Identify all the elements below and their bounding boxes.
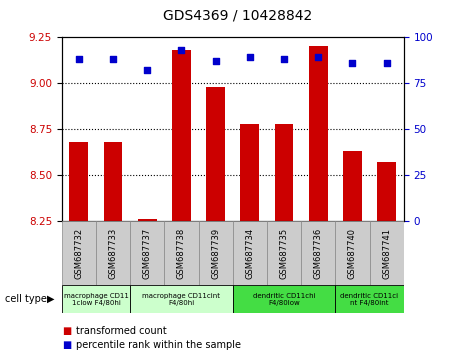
Text: GSM687734: GSM687734 bbox=[246, 228, 254, 279]
Bar bbox=[343, 151, 362, 221]
Bar bbox=[62, 221, 96, 285]
Bar bbox=[138, 219, 157, 221]
Text: GSM687735: GSM687735 bbox=[280, 228, 288, 279]
Point bbox=[314, 55, 322, 60]
Bar bbox=[335, 285, 404, 313]
Bar bbox=[69, 142, 88, 221]
Text: GSM687737: GSM687737 bbox=[143, 228, 152, 279]
Text: cell type: cell type bbox=[5, 294, 47, 304]
Point bbox=[246, 55, 254, 60]
Bar bbox=[199, 221, 233, 285]
Point bbox=[280, 56, 288, 62]
Text: dendritic CD11chi
F4/80low: dendritic CD11chi F4/80low bbox=[253, 293, 315, 306]
Bar bbox=[335, 221, 370, 285]
Text: GSM687741: GSM687741 bbox=[382, 228, 391, 279]
Point bbox=[349, 60, 356, 66]
Text: ▶: ▶ bbox=[47, 294, 55, 304]
Bar bbox=[267, 221, 301, 285]
Point bbox=[75, 56, 83, 62]
Bar bbox=[62, 285, 130, 313]
Point bbox=[383, 60, 390, 66]
Text: ■: ■ bbox=[62, 326, 71, 336]
Bar bbox=[233, 285, 335, 313]
Text: macrophage CD11cint
F4/80hi: macrophage CD11cint F4/80hi bbox=[142, 293, 220, 306]
Bar bbox=[164, 221, 199, 285]
Text: percentile rank within the sample: percentile rank within the sample bbox=[76, 340, 241, 350]
Text: GSM687736: GSM687736 bbox=[314, 228, 323, 279]
Text: GSM687739: GSM687739 bbox=[211, 228, 220, 279]
Text: GSM687732: GSM687732 bbox=[75, 228, 83, 279]
Bar bbox=[377, 162, 396, 221]
Bar bbox=[233, 221, 267, 285]
Bar bbox=[130, 285, 233, 313]
Bar bbox=[130, 221, 164, 285]
Text: GSM687740: GSM687740 bbox=[348, 228, 357, 279]
Text: dendritic CD11ci
nt F4/80int: dendritic CD11ci nt F4/80int bbox=[341, 293, 399, 306]
Text: transformed count: transformed count bbox=[76, 326, 167, 336]
Bar bbox=[96, 221, 130, 285]
Text: GDS4369 / 10428842: GDS4369 / 10428842 bbox=[163, 9, 312, 23]
Bar bbox=[104, 142, 123, 221]
Text: macrophage CD11
1clow F4/80hi: macrophage CD11 1clow F4/80hi bbox=[64, 293, 128, 306]
Text: ■: ■ bbox=[62, 340, 71, 350]
Point bbox=[178, 47, 185, 53]
Point bbox=[212, 58, 219, 64]
Text: GSM687733: GSM687733 bbox=[109, 228, 117, 279]
Bar bbox=[275, 124, 294, 221]
Bar bbox=[240, 124, 259, 221]
Bar bbox=[172, 50, 191, 221]
Bar bbox=[370, 221, 404, 285]
Bar bbox=[301, 221, 335, 285]
Point bbox=[109, 56, 117, 62]
Bar bbox=[206, 87, 225, 221]
Bar bbox=[309, 46, 328, 221]
Point bbox=[143, 68, 151, 73]
Text: GSM687738: GSM687738 bbox=[177, 228, 186, 279]
